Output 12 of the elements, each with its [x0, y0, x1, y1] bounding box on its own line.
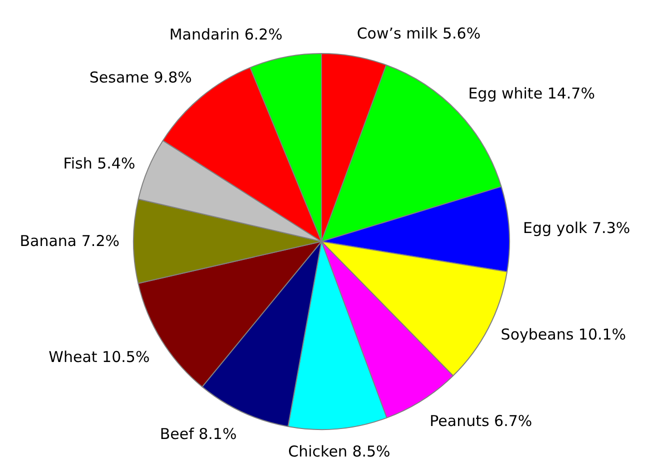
slice-label: Mandarin 6.2%: [169, 25, 282, 44]
slice-label: Egg yolk 7.3%: [523, 218, 630, 237]
slice-label: Egg white 14.7%: [468, 84, 595, 103]
slice-label: Soybeans 10.1%: [500, 326, 626, 344]
slice-label: Fish 5.4%: [63, 154, 136, 172]
slice-label: Wheat 10.5%: [48, 348, 150, 366]
slice-label: Beef 8.1%: [160, 424, 237, 443]
slice-label: Sesame 9.8%: [89, 68, 192, 87]
slice-label: Banana 7.2%: [20, 232, 120, 250]
slice-label: Chicken 8.5%: [288, 442, 390, 461]
slice-label: Peanuts 6.7%: [430, 412, 532, 430]
slice-label: Cow’s milk 5.6%: [356, 24, 481, 43]
